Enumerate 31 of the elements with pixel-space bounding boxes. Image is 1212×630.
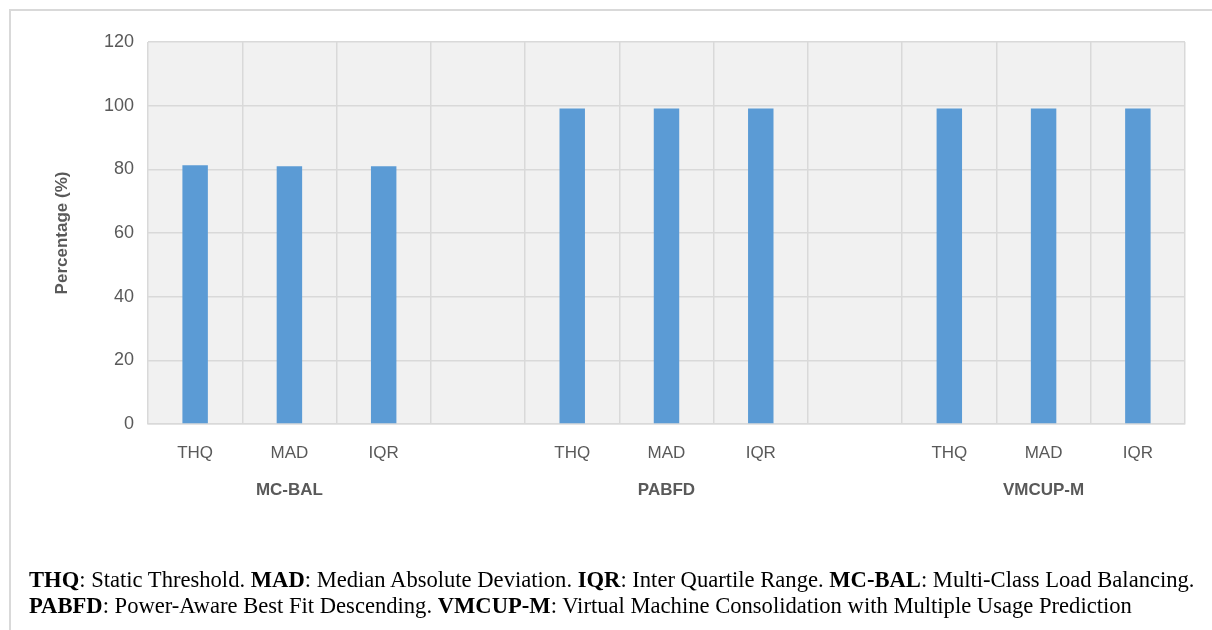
y-tick-label: 120 [103,30,134,51]
x-tick-label: THQ [931,442,968,462]
bar [1030,108,1057,424]
y-tick-label: 40 [113,285,134,306]
x-tick-label: MAD [647,442,686,462]
bar [748,108,774,424]
bar [653,108,680,424]
text: MC-BAL [255,479,323,499]
x-tick-label: IQR [368,442,399,462]
text: VMCUP-M [1002,479,1085,499]
x-tick-label: IQR [1122,442,1153,462]
bar [370,166,397,424]
text: PABFD: Power-Aware Best Fit Descending. VMCUP-M: Virtual Machine Consolidation with Multiple Usage Prediction [29,593,1133,619]
bar [936,108,963,424]
x-tick-label: MAD [270,442,309,462]
bar [1125,108,1151,424]
text: THQ: Static Threshold. MAD: Median Absolute Deviation. IQR: Inter Quartile Range. MC-BAL: Multi-Class Load Balancing. [29,567,1196,593]
bar [182,165,208,424]
bar [559,108,585,424]
y-tick-label: 20 [113,349,134,370]
y-tick-label: 0 [123,412,134,433]
y-tick-label: 100 [103,94,134,115]
x-tick-label: MAD [1024,442,1063,462]
x-tick-label: IQR [745,442,776,462]
y-tick-label: 60 [113,221,134,242]
x-tick-label: THQ [554,442,591,462]
y-axis-title: Percentage (%) [51,171,71,295]
bar [276,166,303,424]
y-tick-label: 80 [113,158,134,179]
text: PABFD [637,479,696,499]
x-tick-label: THQ [177,442,214,462]
